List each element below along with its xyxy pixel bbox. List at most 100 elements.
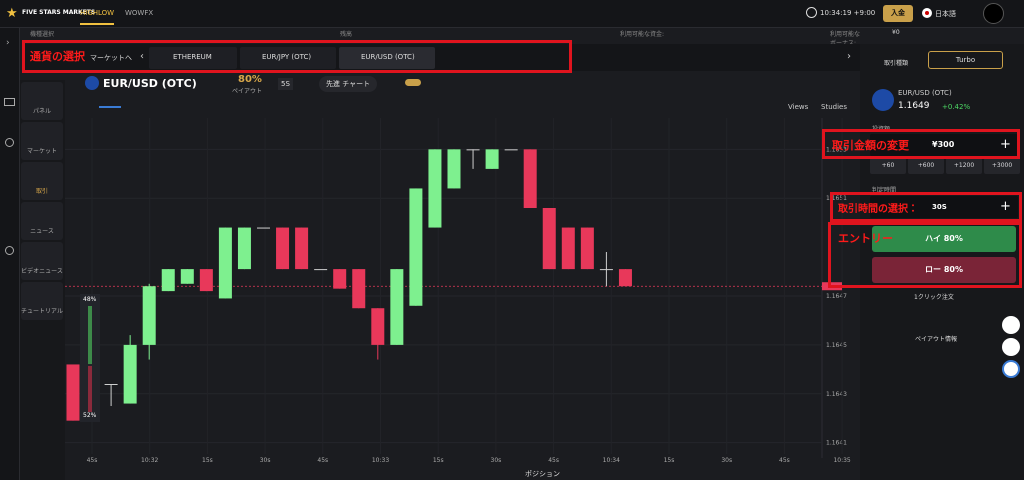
candle-body bbox=[295, 227, 309, 270]
payout: 80% bbox=[238, 74, 262, 85]
avatar[interactable] bbox=[983, 3, 1004, 24]
amount: ¥300 bbox=[932, 140, 955, 149]
sidebar: › bbox=[0, 28, 20, 480]
high-button[interactable]: ハイ 80% bbox=[872, 226, 1016, 252]
back-link[interactable]: マーケットへ bbox=[90, 54, 132, 62]
candle-body bbox=[180, 269, 194, 284]
annotation: 取引金額の変更 bbox=[832, 139, 909, 152]
float-icon[interactable] bbox=[1002, 338, 1020, 356]
x-tick-label: 30s bbox=[721, 457, 732, 464]
payout-info[interactable]: ペイアウト情報 bbox=[915, 336, 958, 343]
account-item: ¥0 bbox=[892, 29, 900, 36]
candle-body bbox=[580, 227, 594, 270]
candle-body bbox=[161, 269, 175, 292]
duration: 30S bbox=[932, 203, 947, 211]
plus[interactable]: + bbox=[1000, 137, 1011, 152]
candle-body bbox=[142, 286, 156, 345]
top-bar: ★ FIVE STARS MARKETS HIGHLOW WOWFX 10:34… bbox=[0, 0, 1024, 28]
asset-tab[interactable]: EUR/USD (OTC) bbox=[339, 47, 435, 69]
annotation: エントリー bbox=[838, 232, 893, 245]
nav-item[interactable]: パネル bbox=[21, 82, 63, 120]
interval[interactable]: 5S bbox=[278, 78, 293, 90]
logo: FIVE STARS MARKETS bbox=[22, 9, 96, 16]
duration-input[interactable] bbox=[870, 196, 1018, 218]
candle-body bbox=[276, 227, 290, 270]
quick-amount[interactable]: +1200 bbox=[946, 158, 982, 174]
y-tick-label: 1.1643 bbox=[826, 391, 847, 398]
icon bbox=[5, 138, 14, 147]
y-tick-label: 1.1647 bbox=[826, 293, 847, 300]
nav-item[interactable]: ニュース bbox=[21, 202, 63, 240]
low-button[interactable]: ロー 80% bbox=[872, 257, 1016, 283]
candle-body bbox=[390, 269, 404, 345]
x-tick-label: 10:35 bbox=[833, 457, 850, 464]
account-item: 残高 bbox=[340, 31, 353, 38]
float-icon[interactable] bbox=[1002, 316, 1020, 334]
x-tick-label: 45s bbox=[548, 457, 559, 464]
arrow[interactable]: › bbox=[847, 51, 851, 62]
nav-item[interactable]: ビデオニュース bbox=[21, 242, 63, 280]
toggle[interactable] bbox=[405, 79, 421, 86]
sentiment-up: 48% bbox=[83, 296, 97, 303]
sentiment-down: 52% bbox=[83, 412, 97, 419]
x-tick-label: 15s bbox=[433, 457, 444, 464]
candle-body bbox=[409, 188, 423, 306]
candle-body bbox=[371, 308, 385, 345]
quick-amount[interactable]: +600 bbox=[908, 158, 944, 174]
account-item: 利用可能なボーナス: bbox=[830, 31, 861, 47]
quick-amount[interactable]: +60 bbox=[870, 158, 906, 174]
candle-body bbox=[561, 227, 575, 270]
current-price-marker bbox=[822, 282, 842, 291]
chart-header: EUR/USD (OTC) 80% ペイアウト 5S 先進 チャート Views… bbox=[65, 72, 860, 118]
candle-body bbox=[428, 149, 442, 228]
high-label: ハイ 80% bbox=[925, 234, 963, 243]
payout-label: ペイアウト bbox=[232, 88, 263, 95]
candle-body bbox=[352, 269, 366, 309]
quick-amount[interactable]: +3000 bbox=[984, 158, 1020, 174]
candle-body bbox=[542, 208, 556, 270]
nav-item[interactable]: 取引 bbox=[21, 162, 63, 200]
asset-flag bbox=[872, 89, 894, 111]
asset-name[interactable]: EUR/USD (OTC) bbox=[103, 77, 197, 90]
deposit-button[interactable]: 入金 bbox=[883, 5, 913, 22]
asset-tab[interactable]: EUR/JPY (OTC) bbox=[240, 47, 336, 69]
trade-panel: 取引種類 Turbo EUR/USD (OTC) 1.1649 +0.42% 投… bbox=[860, 44, 1024, 480]
expand-icon[interactable]: › bbox=[6, 38, 10, 48]
candlestick-chart: 1.1653 1.1651 1.1647 1.1645 1.1643 1.1641 45s 1… bbox=[65, 118, 860, 470]
candle-body bbox=[618, 269, 632, 287]
account-item: 機種選択 bbox=[30, 31, 55, 38]
views[interactable]: Views bbox=[788, 103, 809, 111]
tab[interactable]: WOWFX bbox=[125, 9, 154, 17]
sentiment-bar: 48% 52% bbox=[80, 294, 100, 422]
change: +0.42% bbox=[942, 103, 971, 111]
nav-item[interactable]: チュートリアル bbox=[21, 282, 63, 320]
x-tick-label: 30s bbox=[260, 457, 271, 464]
y-tick-label: 1.1645 bbox=[826, 342, 847, 349]
candle-body bbox=[123, 344, 137, 404]
positions[interactable]: ポジション bbox=[525, 470, 560, 478]
candle-body bbox=[523, 149, 537, 208]
x-tick-label: 45s bbox=[87, 457, 98, 464]
language[interactable]: 日本語 bbox=[935, 10, 956, 18]
studies[interactable]: Studies bbox=[821, 103, 847, 111]
label: 判定時間 bbox=[872, 187, 897, 194]
tab[interactable]: HIGHLOW bbox=[80, 9, 115, 25]
asset: EUR/USD (OTC) bbox=[898, 89, 952, 97]
amount-input[interactable] bbox=[870, 134, 1018, 156]
float-icon[interactable] bbox=[1002, 360, 1020, 378]
x-tick-label: 15s bbox=[202, 457, 213, 464]
one-click[interactable]: 1クリック注文 bbox=[914, 294, 954, 301]
candle-body bbox=[485, 149, 499, 169]
candle-body bbox=[466, 149, 480, 151]
x-tick-label: 10:34 bbox=[603, 457, 620, 464]
label: 取引種類 bbox=[884, 60, 909, 67]
trade-type[interactable]: Turbo bbox=[928, 51, 1003, 69]
candle-body bbox=[333, 269, 347, 289]
asset-tab[interactable]: ETHEREUM bbox=[149, 47, 237, 69]
chart-mode[interactable]: 先進 チャート bbox=[319, 76, 378, 92]
nav-item[interactable]: マーケット bbox=[21, 122, 63, 160]
arrow[interactable]: ‹ bbox=[140, 51, 144, 62]
plus[interactable]: + bbox=[1000, 199, 1011, 214]
